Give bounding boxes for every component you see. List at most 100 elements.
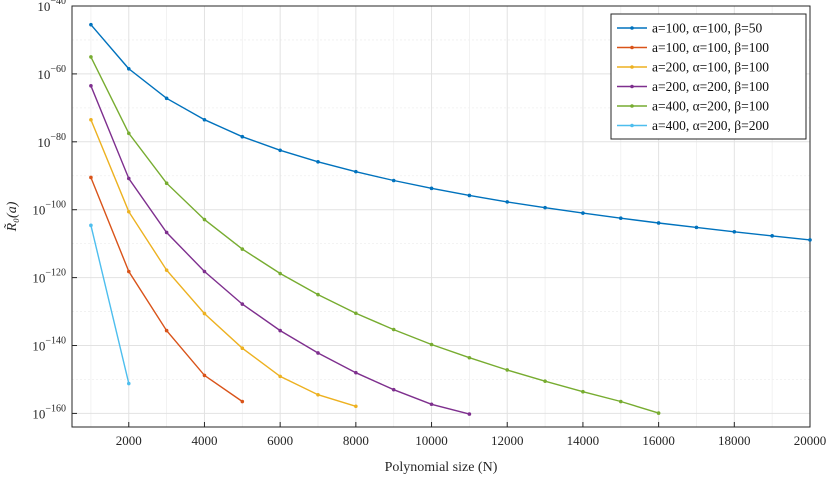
data-point [89,22,93,27]
x-tick-label: 20000 [794,433,827,448]
x-tick-label: 10000 [415,433,448,448]
data-point [391,178,396,183]
data-point [126,131,131,136]
data-point [126,176,131,181]
data-point [278,374,282,379]
data-point [732,229,737,234]
data-point [316,351,320,355]
data-point [354,370,358,375]
data-point [278,271,282,276]
data-point [240,346,245,351]
y-tick-label: 10−160 [32,403,66,421]
series-6 [89,223,131,386]
data-point [581,389,585,394]
data-point [240,399,245,404]
data-point [240,302,245,306]
x-tick-label: 6000 [267,433,293,448]
x-axis-label: Polynomial size (N) [385,460,498,475]
data-point [240,134,245,139]
data-point [316,292,320,297]
legend-label: a=100, α=100, β=100 [652,40,769,55]
y-tick-label: 10−100 [32,200,66,218]
data-point [89,223,93,228]
series-4 [89,83,472,416]
series-1 [89,22,812,242]
x-tick-label: 16000 [642,433,675,448]
data-point [656,411,661,415]
data-point [202,217,207,222]
legend-marker [630,123,634,128]
data-point [164,328,169,333]
data-point [429,402,434,407]
series-line [90,225,130,384]
legend-label: a=400, α=200, β=100 [652,99,769,114]
data-point [429,342,434,347]
data-point [126,209,131,214]
data-point [467,193,472,198]
x-axis: 2000 4000 6000 8000 10000 12000 14000 16000 1800… [116,422,826,448]
legend-marker [630,45,634,50]
data-point [202,117,207,122]
data-point [164,181,169,186]
legend-marker [630,104,634,108]
y-axis: 10−40 10−60 10−80 10−100 10−120 10−140 10−160 [32,0,77,421]
data-point [202,269,207,274]
data-point [429,186,434,191]
data-point [543,205,547,210]
x-tick-label: 4000 [191,433,217,448]
legend-label: a=200, α=200, β=100 [652,79,769,94]
data-point [89,55,93,59]
x-tick-label: 8000 [343,433,369,448]
data-point [126,67,131,71]
legend: a=100, α=100, β=50 a=100, α=100, β=100 a=2… [610,13,807,140]
data-point [618,399,623,404]
legend-entry: a=400, α=200, β=100 [617,99,769,114]
data-point [126,381,131,386]
data-point [164,230,169,235]
legend-entry: a=200, α=100, β=100 [617,60,769,75]
data-point [391,327,396,332]
data-point [770,234,774,238]
x-tick-label: 18000 [718,433,751,448]
y-tick-label: 10−60 [37,64,66,82]
data-point [316,392,320,397]
data-point [354,169,358,174]
legend-label: a=200, α=100, β=100 [652,60,769,75]
data-point [240,247,245,251]
series-line [90,24,811,241]
y-tick-label: 10−140 [32,336,66,354]
series-5 [89,55,661,415]
data-point [202,311,207,316]
legend-label: a=100, α=100, β=50 [652,21,763,36]
series-line [90,56,659,414]
data-point [391,387,396,392]
data-point [316,160,320,164]
legend-marker [630,84,634,89]
data-point [89,175,93,180]
legend-entry: a=100, α=100, β=50 [617,21,763,36]
data-point [505,200,510,204]
data-point [202,373,207,378]
data-point [164,268,169,272]
y-tick-label: 10−120 [32,268,66,286]
data-point [467,355,472,360]
data-point [656,221,661,225]
data-point [581,211,585,215]
data-point [505,368,510,372]
data-point [808,238,812,242]
series-2 [89,175,245,404]
legend-entry: a=200, α=200, β=100 [617,79,769,94]
data-point [278,328,282,333]
plot-frame [71,5,811,428]
data-point [89,117,93,122]
y-tick-label: 10−40 [37,0,66,14]
data-point [126,269,131,274]
x-tick-label: 2000 [116,433,142,448]
series-layer [89,22,812,416]
series-3 [89,117,358,409]
legend-entry: a=400, α=200, β=200 [617,118,769,133]
y-tick-label: 10−80 [37,132,66,150]
data-point [467,412,472,416]
x-tick-label: 14000 [567,433,600,448]
